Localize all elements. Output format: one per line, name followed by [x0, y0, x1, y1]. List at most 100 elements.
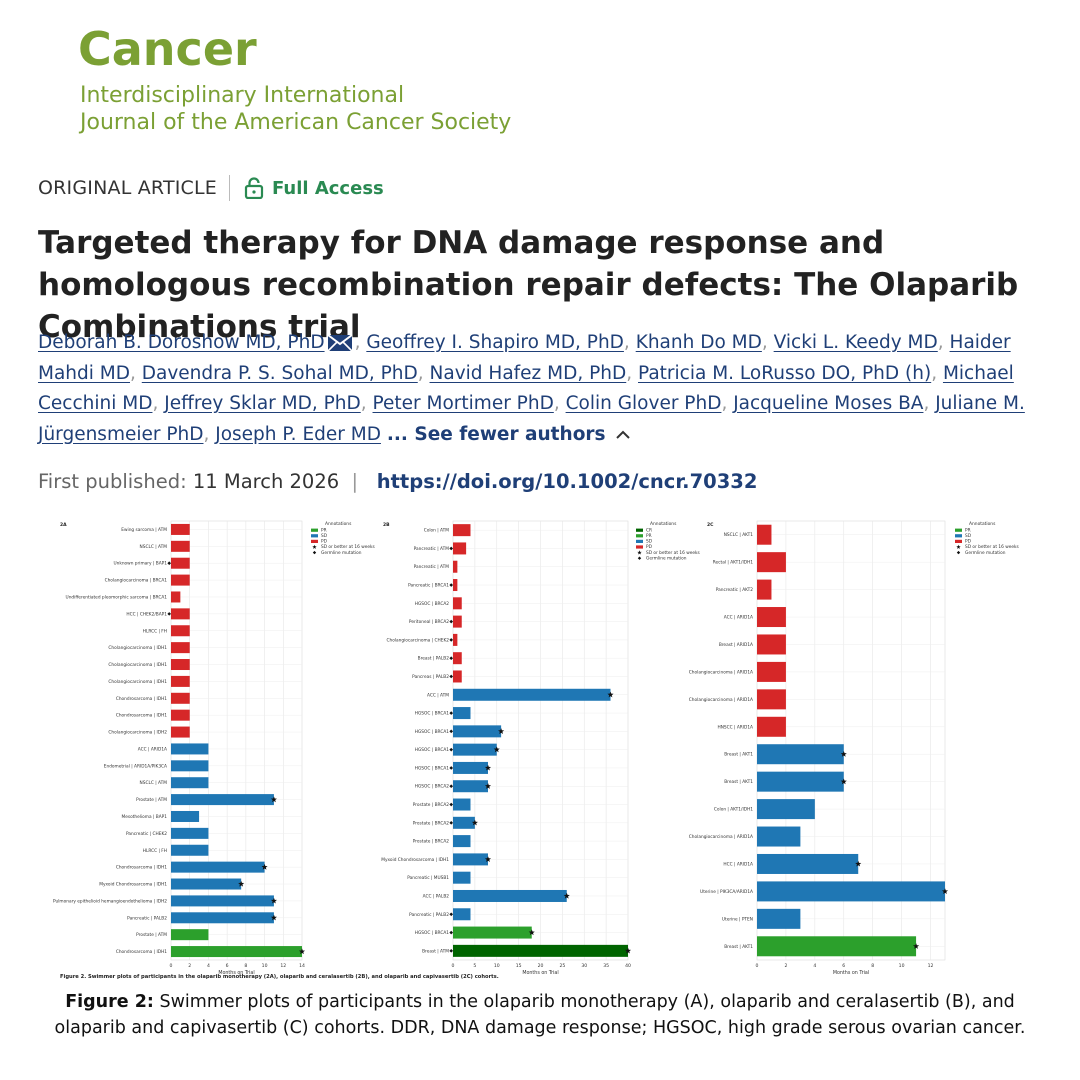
germline-diamond-icon: [167, 561, 171, 566]
row-label: HCC | CHEK2/BAP1: [126, 611, 167, 617]
author-separator: ,: [721, 393, 734, 414]
row-label: Undifferentiated pleomorphic sarcoma | B…: [66, 594, 168, 600]
panel-label: 2A: [60, 522, 67, 528]
journal-name[interactable]: Cancer: [78, 22, 257, 76]
legend-label: PD: [965, 539, 972, 545]
legend-label: SD: [965, 533, 972, 539]
author-link[interactable]: Joseph P. Eder MD: [215, 423, 381, 445]
legend-swatch: [955, 539, 962, 543]
germline-diamond-icon: [449, 656, 453, 660]
author-link[interactable]: Colin Glover PhD: [565, 393, 722, 414]
swimmer-bar: [171, 794, 274, 806]
author-link[interactable]: Jeffrey Sklar MD, PhD: [164, 393, 361, 414]
see-fewer-authors-button[interactable]: ... See fewer authors: [386, 423, 606, 445]
author-link[interactable]: Geoffrey I. Shapiro MD, PhD: [366, 332, 624, 353]
swimmer-bar: [453, 926, 532, 939]
x-tick-label: 6: [226, 963, 229, 969]
sd-at-16-weeks-star-icon: [498, 728, 505, 734]
sd-at-16-weeks-star-icon: [270, 796, 277, 803]
swimmer-bar: [453, 853, 488, 866]
legend-swatch: [955, 534, 962, 538]
swimmer-bar: [453, 944, 628, 957]
row-label: Pancreatic | ATM: [414, 564, 450, 570]
legend-label: PR: [321, 527, 327, 533]
swimmer-bar: [757, 826, 801, 847]
swimmer-bar: [171, 642, 190, 654]
swimmer-bar: [171, 523, 190, 535]
sd-at-16-weeks-star-icon: [484, 856, 492, 862]
sd-at-16-weeks-star-icon: [840, 778, 847, 785]
author-separator: ,: [203, 423, 216, 445]
sd-at-16-weeks-star-icon: [484, 764, 492, 771]
swimmer-bar: [453, 670, 462, 683]
legend-label: PR: [965, 527, 971, 533]
swimmer-bar: [171, 743, 209, 755]
chevron-up-icon[interactable]: [614, 428, 632, 442]
doi-link[interactable]: https://doi.org/10.1002/cncr.70332: [376, 470, 758, 493]
swimmer-bar: [171, 777, 209, 789]
sd-at-16-weeks-star-icon: [471, 819, 478, 826]
sd-at-16-weeks-star-icon: [840, 751, 847, 757]
swimmer-bar: [171, 726, 190, 738]
author-link[interactable]: Davendra P. S. Sohal MD, PhD: [141, 362, 418, 384]
author-link[interactable]: Michael Cecchini MD: [38, 362, 1014, 415]
germline-diamond-icon: [449, 784, 453, 789]
row-label: NSCLC | AKT1: [724, 532, 754, 538]
figure-caption: Figure 2: Swimmer plots of participants …: [30, 989, 1050, 1041]
germline-diamond-icon: [449, 711, 453, 715]
author-link[interactable]: Peter Mortimer PhD: [372, 393, 554, 414]
author-link[interactable]: Juliane M. Jürgensmeier PhD: [38, 393, 1025, 445]
row-label: HGSOC | BRCA2: [415, 601, 450, 607]
swimmer-bar: [453, 835, 471, 848]
published-date: 11 March 2026: [192, 470, 340, 493]
sd-at-16-weeks-star-icon: [624, 947, 632, 954]
row-label: ACC | ARID1A: [724, 615, 753, 621]
email-icon[interactable]: [326, 334, 353, 352]
legend-swatch: [311, 534, 318, 538]
germline-diamond-icon: [449, 583, 453, 587]
author-link[interactable]: Khanh Do MD: [635, 332, 762, 353]
x-tick-label: 0: [756, 963, 759, 969]
row-label: Breast | AKT1: [724, 944, 753, 950]
legend-diamond-icon: [956, 550, 961, 555]
author-link[interactable]: Vicki L. Keedy MD: [773, 332, 938, 353]
swimmer-bar: [453, 780, 488, 793]
article-meta: ORIGINAL ARTICLE Full Access: [38, 174, 384, 202]
legend-star-icon: [312, 544, 317, 549]
author-separator: ,: [360, 393, 373, 414]
x-tick-label: 20: [538, 963, 544, 969]
swimmer-bar: [757, 689, 786, 710]
author-separator: ,: [354, 332, 367, 353]
sd-at-16-weeks-star-icon: [261, 863, 268, 870]
row-label: Breast | ATM: [422, 948, 449, 954]
swimmer-bar: [453, 633, 458, 646]
germline-diamond-icon: [449, 802, 453, 807]
x-tick-label: 30: [581, 963, 587, 969]
x-tick-label: 2: [188, 963, 191, 969]
swimmer-bar: [453, 816, 475, 829]
row-label: ACC | ATM: [427, 692, 449, 698]
author-link[interactable]: Patricia M. LoRusso DO, PhD (h): [638, 362, 932, 384]
x-tick-label: 4: [813, 963, 816, 969]
swimmer-bar: [171, 709, 190, 721]
sd-at-16-weeks-star-icon: [563, 892, 570, 899]
row-label: HGSOC | BRCA1: [415, 747, 450, 753]
row-label: Cholangiocarcinoma | IDH2: [108, 730, 167, 736]
row-label: Cholangiocarcinoma | ARID1A: [689, 697, 753, 703]
row-label: HLRCC | FH: [143, 628, 167, 634]
x-tick-label: 12: [280, 963, 286, 969]
x-tick-label: 4: [207, 963, 210, 969]
author-link[interactable]: Haider Mahdi MD: [38, 332, 1011, 384]
author-link[interactable]: Jacqueline Moses BA: [733, 393, 924, 414]
swimmer-bar: [171, 591, 181, 603]
journal-subtitle-line2: Journal of the American Cancer Society: [80, 110, 512, 135]
author-link[interactable]: Deborah B. Doroshow MD, PhD: [38, 332, 325, 353]
author-link[interactable]: Navid Hafez MD, PhD: [429, 362, 627, 384]
swimmer-bar: [171, 844, 209, 856]
legend-label: SD: [321, 533, 328, 539]
publication-info: First published: 11 March 2026 | https:/…: [38, 470, 757, 493]
author-separator: ,: [417, 362, 430, 384]
caption-label: Figure 2:: [65, 992, 154, 1012]
swimmer-bar: [171, 912, 274, 924]
row-label: Prostate | ATM: [136, 932, 167, 938]
